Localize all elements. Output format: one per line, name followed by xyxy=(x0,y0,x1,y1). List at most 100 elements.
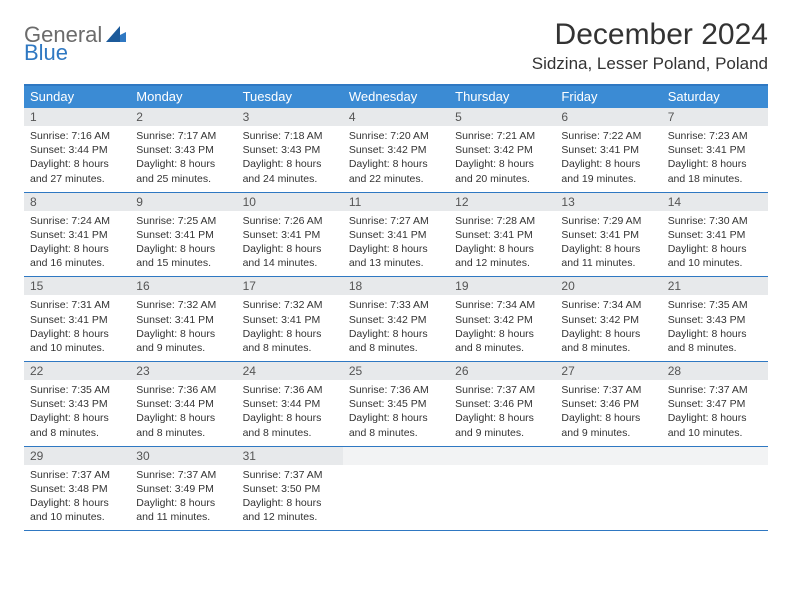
day-cell: 5Sunrise: 7:21 AMSunset: 3:42 PMDaylight… xyxy=(449,108,555,192)
title-block: December 2024 Sidzina, Lesser Poland, Po… xyxy=(532,18,768,74)
day-number: 23 xyxy=(130,362,236,380)
daylight-text-1: Daylight: 8 hours xyxy=(561,327,655,341)
sunrise-text: Sunrise: 7:29 AM xyxy=(561,214,655,228)
daylight-text-2: and 11 minutes. xyxy=(561,256,655,270)
day-number: 29 xyxy=(24,447,130,465)
week-row: 29Sunrise: 7:37 AMSunset: 3:48 PMDayligh… xyxy=(24,447,768,532)
day-body: Sunrise: 7:36 AMSunset: 3:45 PMDaylight:… xyxy=(343,380,449,446)
day-cell: 24Sunrise: 7:36 AMSunset: 3:44 PMDayligh… xyxy=(237,362,343,446)
day-cell: 17Sunrise: 7:32 AMSunset: 3:41 PMDayligh… xyxy=(237,277,343,361)
day-body: Sunrise: 7:35 AMSunset: 3:43 PMDaylight:… xyxy=(24,380,130,446)
day-body: Sunrise: 7:30 AMSunset: 3:41 PMDaylight:… xyxy=(662,211,768,277)
day-header-cell: Sunday xyxy=(24,86,130,108)
daylight-text-1: Daylight: 8 hours xyxy=(455,411,549,425)
logo-mark-icon xyxy=(106,24,126,46)
day-cell: 25Sunrise: 7:36 AMSunset: 3:45 PMDayligh… xyxy=(343,362,449,446)
day-number: 31 xyxy=(237,447,343,465)
day-header-cell: Wednesday xyxy=(343,86,449,108)
calendar: Sunday Monday Tuesday Wednesday Thursday… xyxy=(24,84,768,531)
daylight-text-2: and 8 minutes. xyxy=(243,426,337,440)
sunset-text: Sunset: 3:43 PM xyxy=(30,397,124,411)
day-body: Sunrise: 7:23 AMSunset: 3:41 PMDaylight:… xyxy=(662,126,768,192)
day-cell: 18Sunrise: 7:33 AMSunset: 3:42 PMDayligh… xyxy=(343,277,449,361)
day-number: 14 xyxy=(662,193,768,211)
day-cell: 22Sunrise: 7:35 AMSunset: 3:43 PMDayligh… xyxy=(24,362,130,446)
day-body: Sunrise: 7:25 AMSunset: 3:41 PMDaylight:… xyxy=(130,211,236,277)
day-number: 25 xyxy=(343,362,449,380)
day-cell: 8Sunrise: 7:24 AMSunset: 3:41 PMDaylight… xyxy=(24,193,130,277)
daylight-text-1: Daylight: 8 hours xyxy=(349,327,443,341)
sunrise-text: Sunrise: 7:18 AM xyxy=(243,129,337,143)
day-number: 11 xyxy=(343,193,449,211)
daylight-text-1: Daylight: 8 hours xyxy=(668,242,762,256)
sunrise-text: Sunrise: 7:28 AM xyxy=(455,214,549,228)
day-number: 16 xyxy=(130,277,236,295)
daylight-text-2: and 10 minutes. xyxy=(668,256,762,270)
day-cell: 30Sunrise: 7:37 AMSunset: 3:49 PMDayligh… xyxy=(130,447,236,531)
daylight-text-2: and 22 minutes. xyxy=(349,172,443,186)
day-body: Sunrise: 7:16 AMSunset: 3:44 PMDaylight:… xyxy=(24,126,130,192)
day-number: 1 xyxy=(24,108,130,126)
day-header-cell: Friday xyxy=(555,86,661,108)
sunset-text: Sunset: 3:45 PM xyxy=(349,397,443,411)
daylight-text-2: and 8 minutes. xyxy=(349,341,443,355)
logo-part2: Blue xyxy=(24,40,68,65)
daylight-text-1: Daylight: 8 hours xyxy=(30,242,124,256)
sunset-text: Sunset: 3:44 PM xyxy=(136,397,230,411)
day-number: 17 xyxy=(237,277,343,295)
daylight-text-1: Daylight: 8 hours xyxy=(243,496,337,510)
day-body: Sunrise: 7:20 AMSunset: 3:42 PMDaylight:… xyxy=(343,126,449,192)
day-number: 15 xyxy=(24,277,130,295)
daylight-text-2: and 14 minutes. xyxy=(243,256,337,270)
sunrise-text: Sunrise: 7:37 AM xyxy=(136,468,230,482)
sunset-text: Sunset: 3:50 PM xyxy=(243,482,337,496)
day-cell: 10Sunrise: 7:26 AMSunset: 3:41 PMDayligh… xyxy=(237,193,343,277)
day-number: 22 xyxy=(24,362,130,380)
daylight-text-2: and 9 minutes. xyxy=(455,426,549,440)
sunset-text: Sunset: 3:41 PM xyxy=(136,313,230,327)
sunrise-text: Sunrise: 7:35 AM xyxy=(668,298,762,312)
daylight-text-2: and 12 minutes. xyxy=(455,256,549,270)
week-row: 22Sunrise: 7:35 AMSunset: 3:43 PMDayligh… xyxy=(24,362,768,447)
daylight-text-1: Daylight: 8 hours xyxy=(30,496,124,510)
day-cell: 31Sunrise: 7:37 AMSunset: 3:50 PMDayligh… xyxy=(237,447,343,531)
sunrise-text: Sunrise: 7:22 AM xyxy=(561,129,655,143)
daylight-text-2: and 13 minutes. xyxy=(349,256,443,270)
day-number: 19 xyxy=(449,277,555,295)
sunset-text: Sunset: 3:42 PM xyxy=(349,313,443,327)
day-number: 4 xyxy=(343,108,449,126)
daylight-text-1: Daylight: 8 hours xyxy=(455,327,549,341)
day-number: 9 xyxy=(130,193,236,211)
sunset-text: Sunset: 3:46 PM xyxy=(561,397,655,411)
daylight-text-2: and 19 minutes. xyxy=(561,172,655,186)
weeks-container: 1Sunrise: 7:16 AMSunset: 3:44 PMDaylight… xyxy=(24,108,768,531)
day-cell xyxy=(555,447,661,531)
daylight-text-1: Daylight: 8 hours xyxy=(561,411,655,425)
daylight-text-2: and 16 minutes. xyxy=(30,256,124,270)
day-body: Sunrise: 7:32 AMSunset: 3:41 PMDaylight:… xyxy=(237,295,343,361)
daylight-text-1: Daylight: 8 hours xyxy=(668,411,762,425)
sunset-text: Sunset: 3:43 PM xyxy=(243,143,337,157)
day-number xyxy=(343,447,449,465)
day-body: Sunrise: 7:37 AMSunset: 3:46 PMDaylight:… xyxy=(449,380,555,446)
daylight-text-2: and 8 minutes. xyxy=(668,341,762,355)
sunset-text: Sunset: 3:42 PM xyxy=(455,143,549,157)
sunset-text: Sunset: 3:41 PM xyxy=(30,313,124,327)
sunset-text: Sunset: 3:49 PM xyxy=(136,482,230,496)
day-body: Sunrise: 7:37 AMSunset: 3:50 PMDaylight:… xyxy=(237,465,343,531)
day-cell: 11Sunrise: 7:27 AMSunset: 3:41 PMDayligh… xyxy=(343,193,449,277)
day-body xyxy=(343,465,449,474)
daylight-text-2: and 27 minutes. xyxy=(30,172,124,186)
sunrise-text: Sunrise: 7:34 AM xyxy=(455,298,549,312)
day-body: Sunrise: 7:17 AMSunset: 3:43 PMDaylight:… xyxy=(130,126,236,192)
day-number: 3 xyxy=(237,108,343,126)
page: General Blue December 2024 Sidzina, Less… xyxy=(0,0,792,531)
day-cell: 9Sunrise: 7:25 AMSunset: 3:41 PMDaylight… xyxy=(130,193,236,277)
day-number xyxy=(662,447,768,465)
daylight-text-1: Daylight: 8 hours xyxy=(668,327,762,341)
daylight-text-2: and 8 minutes. xyxy=(561,341,655,355)
day-body: Sunrise: 7:37 AMSunset: 3:48 PMDaylight:… xyxy=(24,465,130,531)
sunrise-text: Sunrise: 7:32 AM xyxy=(136,298,230,312)
daylight-text-1: Daylight: 8 hours xyxy=(243,157,337,171)
daylight-text-2: and 25 minutes. xyxy=(136,172,230,186)
